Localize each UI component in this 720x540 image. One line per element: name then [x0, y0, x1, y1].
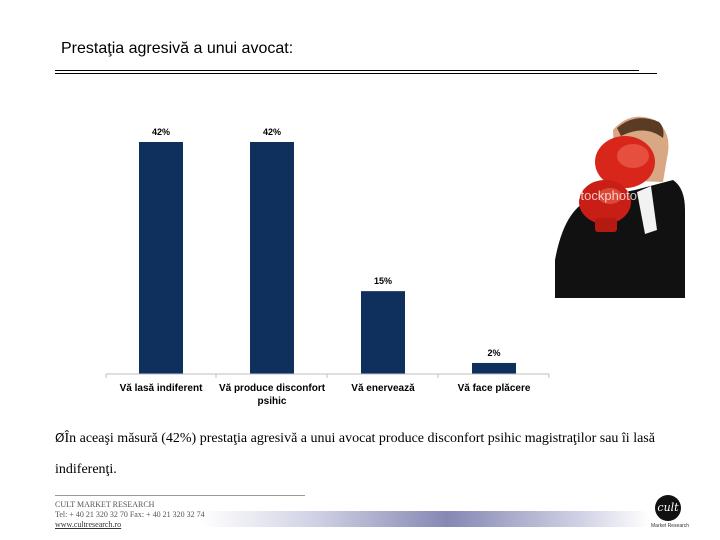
category-label: Vă face plăcere	[458, 383, 531, 394]
category-label: Vă enervează	[351, 383, 415, 394]
footer-url-link[interactable]: www.cultresearch.ro	[55, 520, 122, 529]
bar-3	[472, 362, 516, 374]
company-logo: cult	[655, 495, 681, 521]
bar-value-label: 42%	[152, 127, 170, 137]
conclusion-bullet: ØÎn aceaşi măsură (42%) prestaţia agresi…	[55, 423, 655, 485]
category-label: Vă produce disconfort	[219, 383, 326, 394]
bar-value-label: 15%	[374, 276, 392, 286]
title-divider	[55, 70, 639, 71]
footer-contact: CULT MARKET RESEARCH Tel: + 40 21 320 32…	[55, 500, 205, 530]
title-divider-secondary	[55, 73, 657, 74]
logo-caption: Market Research	[651, 523, 690, 529]
boxer-lawyer-photo: iStockphoto	[555, 110, 685, 298]
bullet-arrow-icon: Ø	[55, 431, 65, 445]
bar-1	[250, 142, 294, 374]
bar-value-label: 42%	[263, 127, 281, 137]
slide-title: Prestaţia agresivă a unui avocat:	[61, 40, 294, 57]
photo-watermark: iStockphoto	[569, 188, 637, 203]
bar-2	[361, 291, 405, 374]
footer-divider	[55, 495, 305, 496]
category-label: Vă lasă indiferent	[120, 383, 203, 394]
footer-phone-fax: Tel: + 40 21 320 32 70 Fax: + 40 21 320 …	[55, 510, 205, 519]
category-label: psihic	[258, 396, 287, 407]
footer-company: CULT MARKET RESEARCH	[55, 500, 155, 509]
conclusion-text: În aceaşi măsură (42%) prestaţia agresiv…	[55, 431, 655, 477]
footer-band	[200, 511, 650, 527]
bar-0	[139, 142, 183, 374]
bar-chart: 42% Vă lasă indiferent 42% Vă produce disco…	[105, 127, 550, 407]
bar-value-label: 2%	[487, 348, 500, 358]
